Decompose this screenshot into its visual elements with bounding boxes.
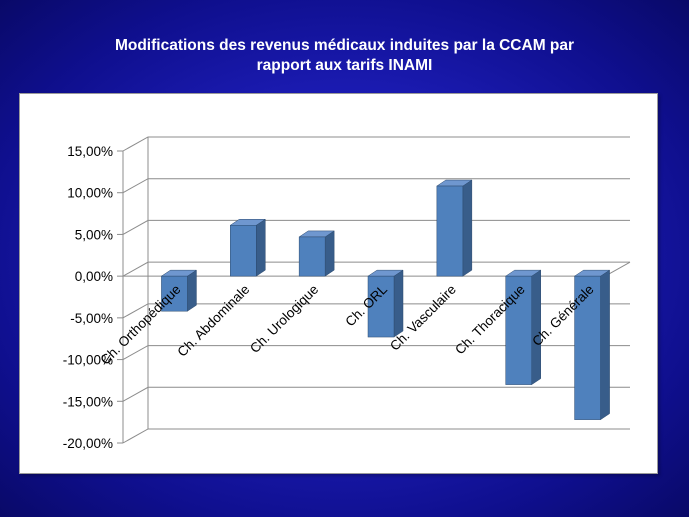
bar-side <box>187 269 197 312</box>
gridline <box>122 178 630 194</box>
bar <box>161 275 188 312</box>
y-tick-label: 5,00% <box>75 227 113 242</box>
chart-area: 15,00% 10,00% 5,00% 0,00% -5,00% -10,00% -15,0… <box>19 93 658 474</box>
slide-title-line-2: rapport aux tarifs INAMI <box>256 57 433 74</box>
bar-side <box>462 179 473 277</box>
gridline <box>122 303 630 319</box>
y-tick-label: -10,00% <box>63 353 113 368</box>
gridline <box>122 345 630 361</box>
bar <box>367 275 395 338</box>
bar <box>298 236 326 277</box>
y-tick-label: 0,00% <box>75 269 113 284</box>
bar <box>505 275 532 385</box>
y-tick-label: -5,00% <box>70 311 113 326</box>
bar-side <box>256 218 266 277</box>
bar-side <box>324 230 335 277</box>
bar <box>574 275 601 420</box>
slide-title: Modifications des revenus médicaux indui… <box>40 36 649 76</box>
x-category-label: Ch. Urologique <box>247 282 321 356</box>
y-tick-label: 15,00% <box>67 144 113 159</box>
y-tick-label: -15,00% <box>63 394 113 409</box>
bar <box>230 225 257 277</box>
slide-title-line-1: Modifications des revenus médicaux indui… <box>114 37 575 54</box>
y-tick-label: 10,00% <box>67 186 113 201</box>
bar <box>436 185 464 277</box>
y-tick-label: -20,00% <box>63 436 113 451</box>
gridline <box>122 219 630 235</box>
bar-chart: 15,00% 10,00% 5,00% 0,00% -5,00% -10,00% -15,0… <box>63 136 631 451</box>
bar-side <box>600 269 610 421</box>
gridline <box>122 386 630 402</box>
gridline <box>122 136 630 152</box>
gridline <box>122 428 630 444</box>
